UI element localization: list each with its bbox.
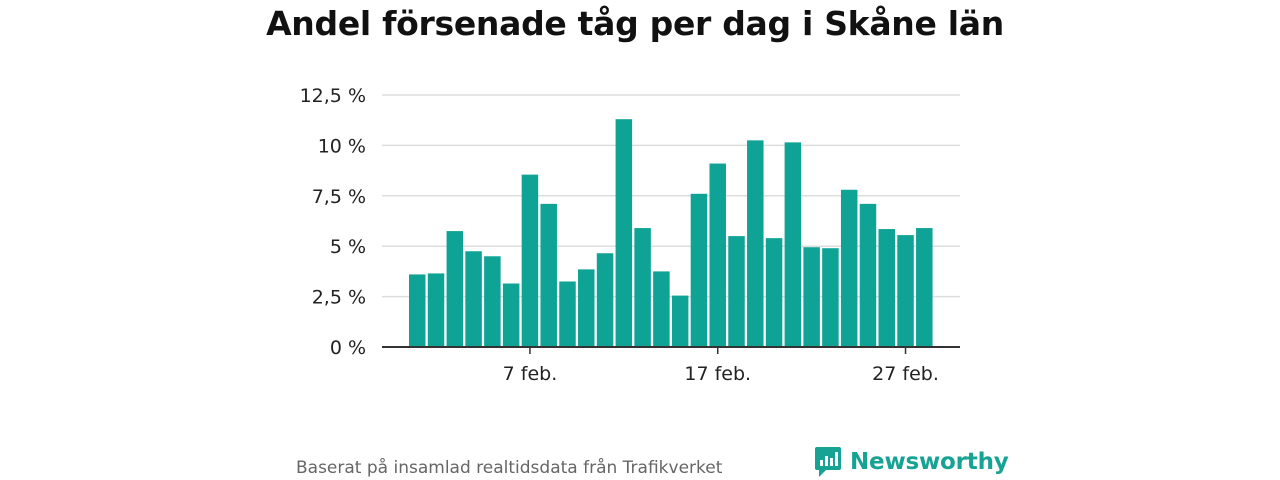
x-axis-tick-labels: 7 feb. 17 feb. 27 feb. xyxy=(503,347,939,385)
bar: 23 feb.: 4.9 % xyxy=(822,248,839,347)
y-tick-label: 2,5 % xyxy=(312,287,366,309)
brand-logo: Newsworthy xyxy=(814,446,1009,478)
brand-name: Newsworthy xyxy=(850,449,1009,475)
bar: 12 feb.: 11.3 % xyxy=(615,119,633,347)
bar: 14 feb.: 3.75 % xyxy=(653,271,670,347)
y-tick-label: 12,5 % xyxy=(300,85,366,107)
bar: 4 feb.: 4.75 % xyxy=(465,251,482,347)
y-tick-label: 7,5 % xyxy=(312,186,366,208)
y-tick-label: 5 % xyxy=(330,236,366,258)
bar: 11 feb.: 4.65 % xyxy=(596,253,614,347)
bar: 24 feb.: 7.8 % xyxy=(840,189,858,347)
bar: 10 feb.: 3.85 % xyxy=(578,269,595,347)
bar: 2 feb.: 3.65 % xyxy=(427,273,445,347)
bar: 26 feb.: 5.85 % xyxy=(878,229,895,347)
bar: 1 feb.: 3.6 % xyxy=(409,274,426,347)
x-tick-label: 7 feb. xyxy=(503,363,558,385)
bar: 27 feb.: 5.55 % xyxy=(897,235,914,347)
bar: 21 feb.: 10.15 % xyxy=(784,142,802,347)
bar: 25 feb.: 7.1 % xyxy=(859,203,877,347)
bar: 3 feb.: 5.75 % xyxy=(446,231,464,347)
bar: 28 feb.: 5.9 % xyxy=(916,228,933,347)
bar-chart: 0 % 2,5 % 5 % 7,5 % 10 % 12,5 % 1 feb.: 3.6 %… xyxy=(300,85,960,385)
bar: 13 feb.: 5.9 % xyxy=(634,228,651,347)
bar: 9 feb.: 3.25 % xyxy=(559,281,576,347)
chart-title: Andel försenade tåg per dag i Skåne län xyxy=(266,4,1004,43)
bar: 20 feb.: 5.4 % xyxy=(765,238,783,347)
y-tick-label: 10 % xyxy=(318,135,366,157)
bar: 16 feb.: 7.6 % xyxy=(690,193,708,347)
bar: 19 feb.: 10.25 % xyxy=(747,140,764,347)
bars: 1 feb.: 3.6 %2 feb.: 3.65 %3 feb.: 5.75 … xyxy=(409,119,933,347)
bar: 17 feb.: 9.1 % xyxy=(709,163,726,347)
y-tick-label: 0 % xyxy=(330,337,366,359)
x-tick-label: 27 feb. xyxy=(872,363,939,385)
bar: 15 feb.: 2.55 % xyxy=(671,295,689,347)
bar: 7 feb.: 8.55 % xyxy=(521,174,539,347)
x-tick-label: 17 feb. xyxy=(684,363,751,385)
bar: 8 feb.: 7.1 % xyxy=(540,203,557,347)
newsworthy-logo-icon xyxy=(815,447,841,477)
y-axis-tick-labels: 0 % 2,5 % 5 % 7,5 % 10 % 12,5 % xyxy=(300,85,366,359)
bar: 22 feb.: 4.95 % xyxy=(803,247,820,347)
source-note: Baserat på insamlad realtidsdata från Tr… xyxy=(296,458,723,478)
bar: 5 feb.: 4.5 % xyxy=(484,256,501,347)
bar: 6 feb.: 3.15 % xyxy=(502,283,520,347)
bar: 18 feb.: 5.5 % xyxy=(728,236,745,347)
